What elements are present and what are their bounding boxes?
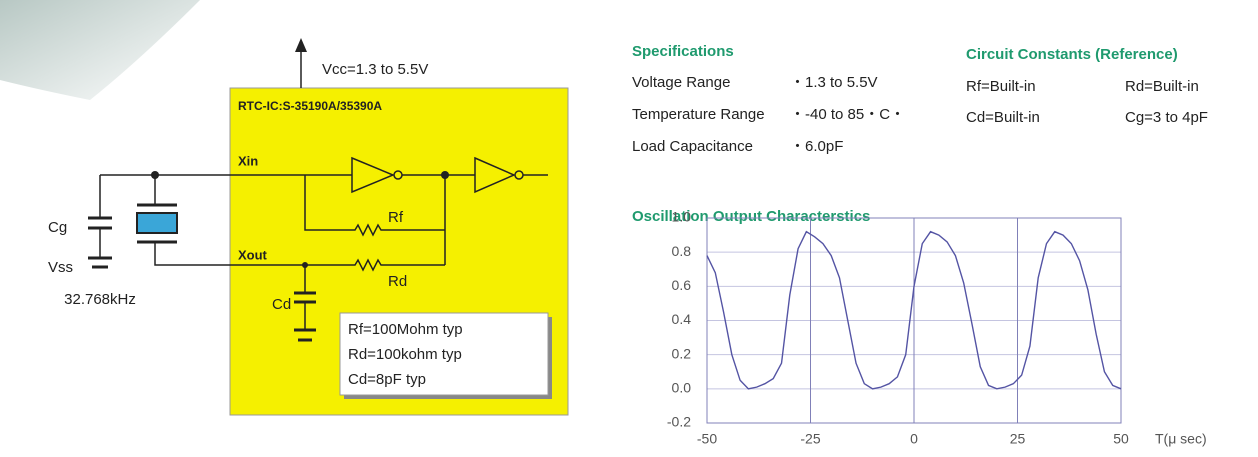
y-tick-label: -0.2 [667, 414, 691, 430]
spec-label: Load Capacitance [632, 138, 753, 155]
cd-label: Cd [272, 296, 291, 313]
spec-value: ・1.3 to 5.5V [790, 74, 878, 91]
x-tick-label: 0 [910, 431, 918, 447]
circuit: Vcc=1.3 to 5.5V RTC-IC:S-35190A/35390A X… [48, 38, 569, 416]
x-tick-label: -50 [697, 431, 717, 447]
spec-value: ・6.0pF [790, 138, 843, 155]
y-tick-label: 0.0 [672, 380, 692, 396]
x-tick-label: 50 [1113, 431, 1129, 447]
x-tick-label: -25 [800, 431, 820, 447]
note: Cd=8pF typ [348, 371, 426, 388]
y-tick-label: 1.0 [672, 209, 692, 225]
y-tick-label: 0.4 [672, 311, 692, 327]
rf-label: Rf [388, 209, 404, 226]
spec-title: Specifications [632, 43, 734, 60]
note: Rd=100kohm typ [348, 346, 462, 363]
xout-label: Xout [238, 247, 268, 262]
xin-label: Xin [238, 153, 258, 168]
crystal-label: 32.768kHz [64, 291, 136, 308]
y-tick-label: 0.8 [672, 243, 692, 259]
vcc-label: Vcc=1.3 to 5.5V [322, 61, 428, 78]
phone-image [0, 0, 200, 100]
y-tick-label: 0.2 [672, 345, 692, 361]
vss-label: Vss [48, 259, 73, 276]
y-tick-label: 0.6 [672, 277, 692, 293]
constant: Cg=3 to 4pF [1125, 109, 1208, 126]
notes-box [339, 312, 549, 396]
x-axis-label: T(μ sec) [1155, 431, 1207, 447]
note: Rf=100Mohm typ [348, 321, 463, 338]
cg-label: Cg [48, 219, 67, 236]
spec-label: Temperature Range [632, 106, 765, 123]
constants-title: Circuit Constants (Reference) [966, 46, 1178, 63]
plot-border [706, 217, 1122, 424]
constant: Rd=Built-in [1125, 78, 1199, 95]
spec-label: Voltage Range [632, 74, 730, 91]
line-series [706, 230, 1122, 390]
ic-label: RTC-IC:S-35190A/35390A [238, 99, 382, 113]
chart-title: Oscillation Output Characterstics [632, 208, 870, 225]
constant: Rf=Built-in [966, 78, 1036, 95]
x-tick-label: 25 [1010, 431, 1026, 447]
rd-label: Rd [388, 273, 407, 290]
constant: Cd=Built-in [966, 109, 1040, 126]
spec-value: ・-40 to 85・C・ [790, 106, 905, 123]
